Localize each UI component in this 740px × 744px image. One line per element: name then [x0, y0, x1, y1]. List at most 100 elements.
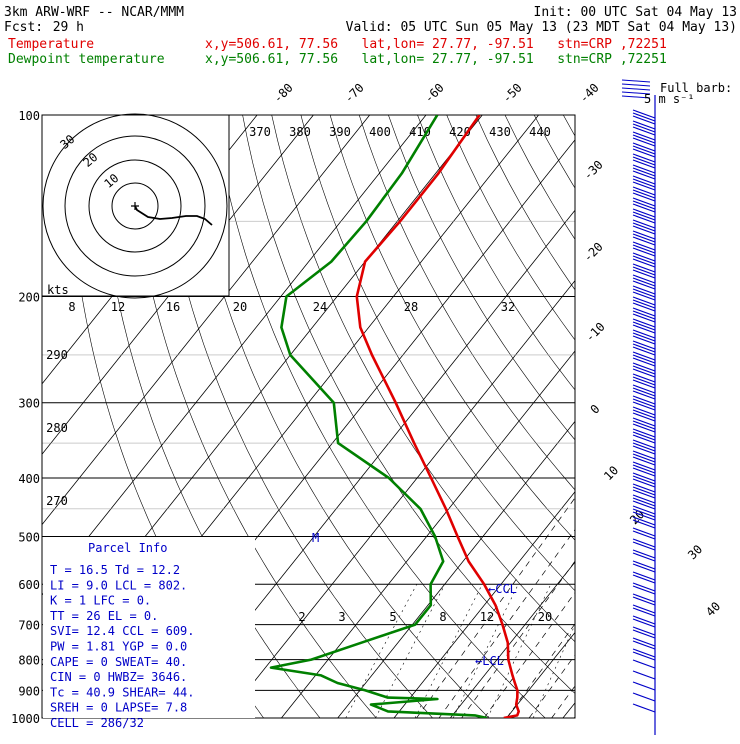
theta-label: 440: [529, 125, 551, 139]
isotherm-label: 30: [685, 542, 705, 562]
wind-barb: [633, 671, 655, 679]
parcel-row: CAPE = 0 SWEAT= 40.: [50, 655, 187, 669]
dry-adiabat-line: [388, 115, 740, 718]
isotherm-line: [676, 115, 740, 718]
temperature-profile: [357, 115, 519, 718]
moist-adiabat-line: [507, 297, 740, 719]
lcl-marker: ←LCL: [475, 654, 504, 668]
dry-adiabat-line: [680, 115, 740, 718]
dry-adiabat-line: [330, 115, 740, 718]
isotherm-label: -20: [581, 240, 606, 265]
fcst-label: Fcst:: [4, 20, 43, 35]
dry-adiabat-line: [593, 115, 740, 718]
dewpoint-location: x,y=506.61, 77.56 lat,lon= 27.77, -97.51…: [205, 52, 667, 67]
parcel-row: T = 16.5 Td = 12.2: [50, 563, 180, 577]
isotherm-label: -80: [271, 81, 296, 106]
isotherm-label: 40: [703, 599, 723, 619]
isotherm-label: -50: [500, 81, 525, 106]
pressure-label: 700: [18, 619, 40, 633]
parcel-row: LI = 9.0 LCL = 802.: [50, 578, 187, 592]
dewpoint-profile: [271, 115, 487, 718]
moist-adiabat-line: [529, 297, 740, 719]
mixing-ratio-label: 5: [389, 610, 396, 624]
pressure-label: 300: [18, 397, 40, 411]
isotherm-label: -40: [577, 81, 602, 106]
moist-adiabat-line: [484, 297, 740, 719]
isotherm-line: [338, 115, 740, 718]
parcel-row: K = 1 LFC = 0.: [50, 594, 151, 608]
mixing-ratio-label: 20: [538, 610, 552, 624]
mixing-ratio-label: 16: [166, 300, 180, 314]
parcel-row: SREH = 0 LAPSE= 7.8: [50, 701, 187, 715]
ccl-marker: ←CCL: [488, 582, 517, 596]
init-time: Init: 00 UTC Sat 04 May 13: [534, 5, 738, 20]
wind-barb-sample: [622, 84, 650, 86]
mixing-ratio-label: 8: [68, 300, 75, 314]
wind-barb: [633, 704, 655, 712]
isotherm-line: [281, 115, 740, 718]
theta-label: 400: [369, 125, 391, 139]
mixing-ratio-label: 24: [313, 300, 327, 314]
isotherm-label: -10: [583, 320, 608, 345]
theta-e-label: 280: [46, 421, 68, 435]
dry-adiabat-line: [505, 115, 740, 718]
theta-e-label: 270: [46, 494, 68, 508]
pressure-label: 500: [18, 530, 40, 544]
wind-barbs: [622, 80, 655, 735]
mixing-ratio-label: 32: [501, 300, 515, 314]
mixing-ratio-label: 2: [298, 610, 305, 624]
mixing-ratio-label: 12: [111, 300, 125, 314]
dry-adiabat-line: [447, 115, 740, 718]
valid-time: Valid: 05 UTC Sun 05 May 13 (23 MDT Sat …: [346, 20, 737, 35]
wind-barb: [633, 693, 655, 701]
mixing-ratio-label: 12: [480, 610, 494, 624]
theta-label: 380: [289, 125, 311, 139]
wind-barb: [633, 682, 655, 690]
mixing-ratio-label: 20: [233, 300, 247, 314]
pressure-label: 200: [18, 291, 40, 305]
parcel-row: PW = 1.81 YGP = 0.0: [50, 640, 187, 654]
pressure-label: 900: [18, 684, 40, 698]
isotherm-label: -70: [342, 81, 367, 106]
barb-note-line2: 5 m s⁻¹: [644, 92, 695, 106]
isotherm-line: [394, 115, 740, 718]
parcel-row: TT = 26 EL = 0.: [50, 609, 158, 623]
isotherm-line: [450, 115, 740, 718]
parcel-row: SVI= 12.4 CCL = 609.: [50, 624, 195, 638]
pressure-label: 800: [18, 654, 40, 668]
moist-adiabat-line: [597, 297, 740, 719]
pressure-label: 600: [18, 578, 40, 592]
hodograph-units: kts: [47, 283, 69, 297]
mixing-ratio-label: 3: [338, 610, 345, 624]
fcst-value: 29 h: [53, 20, 84, 35]
wind-barb-sample: [622, 80, 650, 82]
theta-e-label: 290: [46, 348, 68, 362]
parcel-info-panel: Parcel Info T = 16.5 Td = 12.2LI = 9.0 LC…: [43, 537, 255, 730]
temperature-location: x,y=506.61, 77.56 lat,lon= 27.77, -97.51…: [205, 37, 667, 52]
dry-adiabat-line: [622, 115, 740, 718]
theta-label: 430: [489, 125, 511, 139]
pressure-label: 400: [18, 472, 40, 486]
isotherm-line: [507, 115, 740, 718]
parcel-row: Tc = 40.9 SHEAR= 44.: [50, 685, 195, 699]
theta-label: 390: [329, 125, 351, 139]
wind-barb: [633, 660, 655, 668]
moist-adiabat-line: [574, 297, 740, 719]
theta-label: 370: [249, 125, 271, 139]
isotherm-label: 0: [588, 402, 603, 417]
mean-wind-marker: M: [312, 531, 319, 545]
model-title: 3km ARW-WRF -- NCAR/MMM: [4, 5, 184, 20]
pressure-label: 100: [18, 109, 40, 123]
parcel-row: CELL = 286/32: [50, 716, 144, 730]
parcel-row: CIN = 0 HWBZ= 3646.: [50, 670, 187, 684]
pressure-label: 1000: [11, 712, 40, 726]
isotherm-label: -60: [422, 81, 447, 106]
dewpoint-legend: Dewpoint temperature: [8, 52, 165, 67]
parcel-title: Parcel Info: [88, 541, 167, 555]
isotherm-label: -30: [581, 158, 606, 183]
mixing-ratio-label: 28: [404, 300, 418, 314]
mixing-ratio-line: [533, 584, 593, 718]
